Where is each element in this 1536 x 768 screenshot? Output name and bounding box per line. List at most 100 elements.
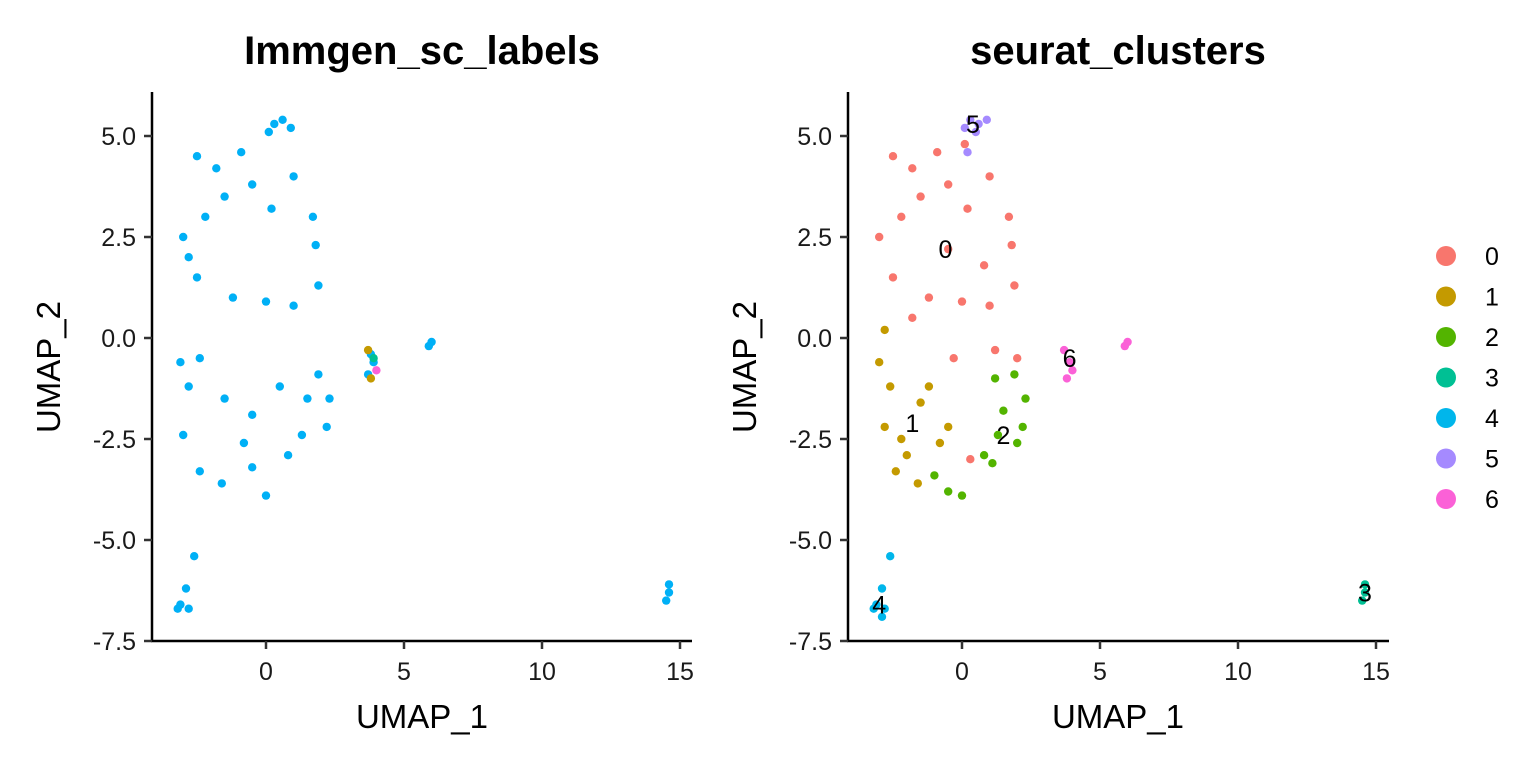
- data-point: [303, 394, 312, 403]
- data-point: [924, 293, 934, 302]
- data-point: [237, 148, 246, 157]
- data-point: [1059, 345, 1069, 355]
- y-axis-title: UMAP_2: [726, 301, 763, 433]
- immgen-panel: Immgen_sc_labels 0 5 10 15 5.0 2.5 0.0 -2.5 -5.0…: [30, 29, 694, 735]
- data-point: [275, 382, 284, 391]
- data-point: [664, 580, 674, 589]
- data-point: [267, 204, 276, 213]
- data-point: [957, 297, 967, 306]
- data-point: [944, 180, 953, 189]
- data-point: [278, 115, 287, 125]
- legend: 0 1 2 3 4 5 6: [1436, 243, 1499, 514]
- data-point: [880, 325, 889, 335]
- data-point: [1360, 588, 1370, 597]
- legend-label: 0: [1485, 243, 1499, 271]
- data-point: [270, 119, 279, 129]
- data-point: [297, 430, 307, 440]
- data-point: [963, 204, 972, 213]
- data-point: [875, 232, 884, 242]
- data-point: [1007, 240, 1016, 250]
- x-tick-label: 0: [955, 658, 969, 686]
- legend-key: [1436, 327, 1456, 347]
- legend-key: [1436, 367, 1456, 388]
- y-tick-label: 2.5: [797, 224, 832, 252]
- y-tick-label: 5.0: [797, 123, 832, 151]
- data-point: [190, 552, 199, 561]
- y-tick-label: 0.0: [797, 325, 832, 353]
- data-point: [957, 491, 967, 500]
- data-point: [239, 438, 249, 448]
- data-point: [930, 471, 939, 480]
- y-axis-title: UMAP_2: [30, 301, 67, 433]
- data-point: [195, 354, 204, 363]
- data-point: [985, 172, 994, 181]
- data-point: [264, 127, 273, 137]
- data-point: [286, 123, 295, 133]
- cluster-label: 3: [1358, 580, 1372, 608]
- data-point: [869, 604, 878, 613]
- legend-label: 5: [1485, 446, 1499, 474]
- data-point: [184, 382, 193, 391]
- data-point: [1358, 596, 1367, 605]
- y-tick-label: -2.5: [93, 426, 136, 454]
- y-tick-label: -5.0: [789, 527, 832, 555]
- data-point: [888, 273, 898, 282]
- data-point: [944, 244, 953, 254]
- x-tick-label: 10: [528, 658, 556, 686]
- data-point: [993, 430, 1003, 440]
- data-point: [1018, 422, 1027, 432]
- data-point: [662, 596, 671, 605]
- data-point: [924, 382, 934, 391]
- legend-key: [1436, 286, 1456, 307]
- y-tick-label: -2.5: [789, 426, 832, 454]
- data-point: [960, 139, 969, 149]
- data-point: [966, 455, 975, 464]
- data-point: [1062, 374, 1072, 383]
- data-point: [897, 434, 906, 444]
- x-axis-title: UMAP_1: [1052, 698, 1184, 735]
- data-point: [990, 345, 1000, 355]
- data-point: [192, 152, 202, 161]
- legend-key: [1436, 448, 1456, 469]
- cluster-label: 1: [905, 410, 919, 438]
- data-point: [908, 164, 917, 173]
- data-point: [1065, 358, 1074, 367]
- data-point: [880, 604, 889, 613]
- data-point: [1021, 394, 1030, 403]
- seurat-panel: seurat_clusters 0 5 10 155.02.50.0-2.5-5.0-…: [726, 29, 1390, 735]
- data-point: [184, 604, 193, 613]
- data-point: [913, 479, 922, 488]
- x-tick-label: 15: [666, 658, 694, 686]
- data-point: [886, 552, 895, 561]
- data-point: [173, 604, 182, 613]
- y-tick-label: -5.0: [93, 527, 136, 555]
- data-point: [916, 192, 925, 201]
- data-point: [248, 463, 257, 472]
- data-point: [902, 451, 911, 460]
- x-tick-label: 0: [259, 658, 273, 686]
- data-point: [427, 337, 436, 347]
- legend-key: [1436, 246, 1456, 266]
- y-tick-label: 5.0: [101, 123, 136, 151]
- point-group: [173, 115, 674, 613]
- data-point: [999, 406, 1008, 415]
- data-point: [988, 459, 997, 468]
- data-point: [195, 467, 204, 476]
- data-point: [935, 438, 945, 448]
- data-point: [944, 422, 953, 432]
- tick-group: 0 5 10 15 5.0 2.5 0.0 -2.5 -5.0 -7.5: [93, 123, 694, 686]
- cluster-label: 0: [938, 236, 952, 264]
- legend-label: 6: [1485, 486, 1499, 514]
- panel-title: Immgen_sc_labels: [244, 29, 600, 73]
- y-tick-label: 2.5: [101, 224, 136, 252]
- data-point: [192, 273, 202, 282]
- data-point: [1010, 281, 1019, 290]
- data-point: [990, 374, 1000, 383]
- data-point: [888, 152, 898, 161]
- data-point: [220, 192, 229, 201]
- data-point: [1013, 354, 1022, 363]
- data-point: [916, 398, 925, 407]
- legend-label: 4: [1485, 405, 1499, 433]
- data-point: [248, 410, 257, 419]
